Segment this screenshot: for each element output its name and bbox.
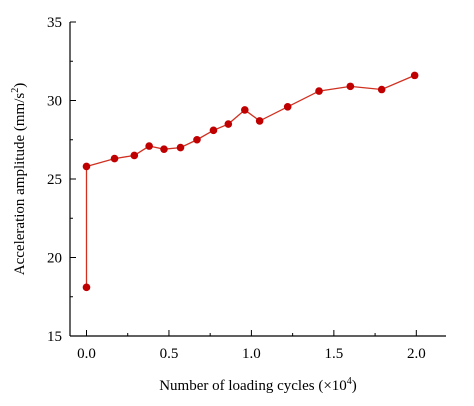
data-point — [241, 106, 249, 114]
y-tick-label: 20 — [47, 251, 62, 267]
x-tick-label: 1.5 — [324, 346, 343, 362]
data-point — [346, 82, 355, 91]
data-point — [224, 120, 233, 128]
series — [82, 71, 419, 292]
data-point — [255, 117, 264, 125]
y-tick-label: 15 — [47, 329, 62, 345]
data-point — [193, 135, 201, 144]
series-line — [85, 74, 415, 288]
y-tick-label: 25 — [47, 172, 62, 188]
data-point — [82, 283, 91, 292]
data-point — [82, 162, 91, 171]
data-point — [377, 85, 386, 94]
y-axis-label: Acceleration amplitude (mm/s2) — [10, 83, 28, 275]
x-tick-label: 2.0 — [407, 346, 426, 362]
data-point — [130, 151, 139, 160]
y-tick-label: 30 — [47, 94, 62, 110]
data-point — [209, 126, 218, 135]
x-tick-label: 0.0 — [77, 346, 96, 362]
data-point — [410, 71, 419, 80]
ticks: 15 20 25 30 35 0.0 0.5 1.0 1.5 2.0 — [47, 15, 426, 362]
data-point — [283, 102, 292, 111]
y-tick-label: 35 — [47, 15, 62, 31]
x-tick-label: 0.5 — [160, 346, 179, 362]
axes — [69, 22, 446, 337]
data-point — [110, 154, 119, 163]
data-point — [145, 142, 153, 150]
data-point — [315, 87, 323, 95]
x-axis-label: Number of loading cycles (×104) — [159, 376, 357, 394]
data-point — [176, 143, 185, 152]
x-tick-label: 1.0 — [242, 346, 261, 362]
data-point — [160, 145, 168, 153]
